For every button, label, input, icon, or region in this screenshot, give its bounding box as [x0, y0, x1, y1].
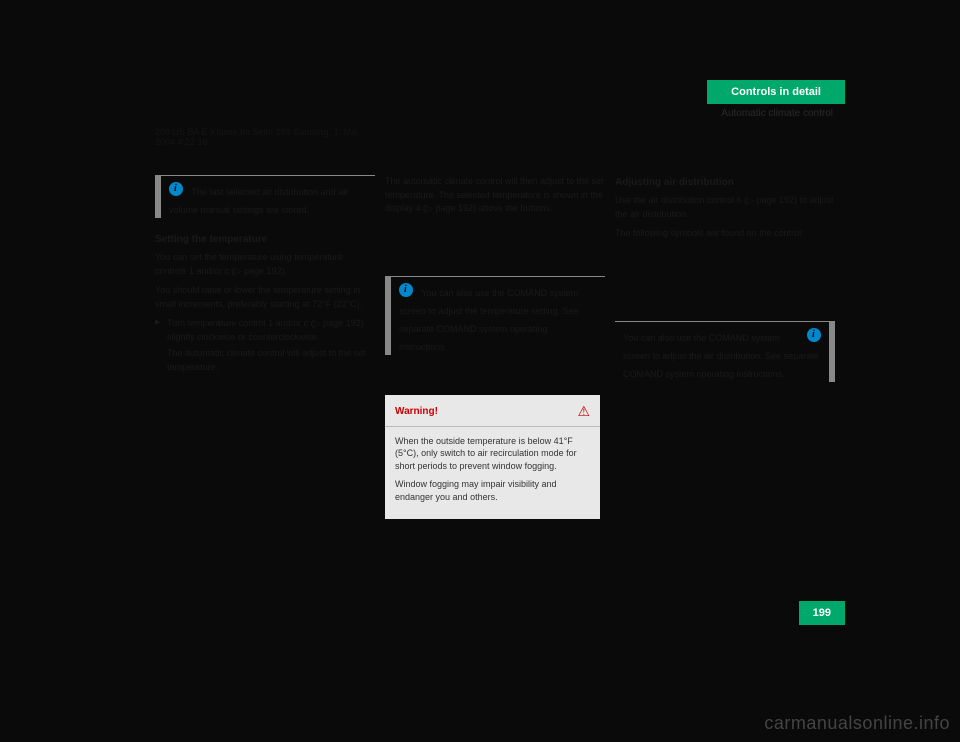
- warning-header: Warning! ⚠: [385, 395, 600, 427]
- watermark: carmanualsonline.info: [764, 713, 950, 734]
- info-icon: [399, 283, 413, 297]
- paragraph: The automatic climate control will then …: [385, 175, 605, 216]
- info-text: The last selected air distribution and a…: [169, 187, 348, 215]
- warning-paragraph: When the outside temperature is below 41…: [395, 435, 590, 473]
- info-text: You can also use the COMAND system scree…: [399, 288, 579, 352]
- warning-paragraph: Window fogging may impair visibility and…: [395, 478, 590, 503]
- column-3: Adjusting air distribution Use the air d…: [615, 175, 835, 394]
- subheading: Setting the temperature: [155, 232, 375, 247]
- instruction-bullet: Turn temperature control 1 and/or c (▷ p…: [155, 317, 375, 344]
- manual-page: Controls in detail Automatic climate con…: [125, 60, 845, 660]
- warning-title: Warning!: [395, 406, 438, 417]
- page-number-tab: 199: [799, 601, 845, 625]
- body-paragraph: Setting the temperature You can set the …: [155, 232, 375, 374]
- info-note: You can also use the COMAND system scree…: [385, 276, 605, 355]
- paragraph: Use the air distribution control 6 (▷ pa…: [615, 194, 835, 221]
- info-icon: [807, 328, 821, 342]
- column-2: The automatic climate control will then …: [385, 175, 605, 519]
- info-text: You can also use the COMAND system scree…: [623, 333, 819, 379]
- subheading: Adjusting air distribution: [615, 175, 835, 190]
- section-header-tab: Controls in detail: [707, 80, 845, 104]
- body-paragraph: Adjusting air distribution Use the air d…: [615, 175, 835, 241]
- paragraph: You should raise or lower the temperatur…: [155, 284, 375, 311]
- paragraph: You can set the temperature using temper…: [155, 251, 375, 278]
- section-subtitle: Automatic climate control: [721, 108, 833, 119]
- paragraph: The automatic climate control will adjus…: [155, 347, 375, 374]
- info-note: The last selected air distribution and a…: [155, 175, 375, 218]
- paragraph: The following symbols are found on the c…: [615, 227, 835, 241]
- warning-box: Warning! ⚠ When the outside temperature …: [385, 395, 600, 520]
- print-metadata: 209 US BA E-Klasse.fm Seite 199 Samstag,…: [155, 127, 375, 147]
- info-icon: [169, 182, 183, 196]
- warning-icon: ⚠: [577, 403, 590, 420]
- column-1: 209 US BA E-Klasse.fm Seite 199 Samstag,…: [155, 175, 375, 374]
- warning-body: When the outside temperature is below 41…: [385, 427, 600, 520]
- info-note: You can also use the COMAND system scree…: [615, 321, 835, 382]
